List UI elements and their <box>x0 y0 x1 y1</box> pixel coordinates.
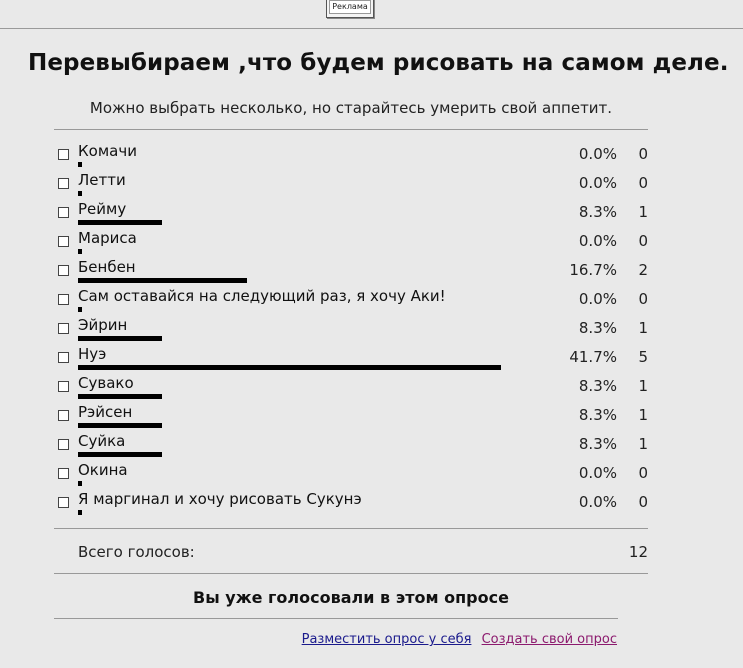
top-divider <box>0 28 743 29</box>
option-checkbox[interactable] <box>58 468 69 479</box>
option-vote-count: 0 <box>638 493 648 511</box>
ad-badge[interactable]: Реклама <box>326 0 374 18</box>
options-top-divider <box>54 129 648 130</box>
total-votes-label: Всего голосов: <box>78 543 195 561</box>
option-checkbox[interactable] <box>58 381 69 392</box>
option-result-bar <box>78 423 162 428</box>
option-result-bar <box>78 481 82 486</box>
option-percent: 16.7% <box>569 261 617 279</box>
option-percent: 0.0% <box>578 145 617 163</box>
option-label: Нуэ <box>78 345 107 363</box>
option-label: Бенбен <box>78 258 136 276</box>
option-result-bar <box>78 278 247 283</box>
option-result-bar <box>78 162 82 167</box>
total-divider <box>54 573 648 574</box>
option-checkbox[interactable] <box>58 178 69 189</box>
place-poll-link[interactable]: Разместить опрос у себя <box>301 632 472 647</box>
option-vote-count: 0 <box>638 174 648 192</box>
poll-option: Сам оставайся на следующий раз, я хочу А… <box>54 286 648 315</box>
option-vote-count: 1 <box>638 319 648 337</box>
option-vote-count: 1 <box>638 377 648 395</box>
ad-label[interactable]: Реклама <box>329 0 371 14</box>
option-checkbox[interactable] <box>58 236 69 247</box>
poll-option: Рэйсен 8.3% 1 <box>54 402 648 431</box>
option-vote-count: 5 <box>638 348 648 366</box>
option-percent: 0.0% <box>578 290 617 308</box>
option-checkbox[interactable] <box>58 497 69 508</box>
option-vote-count: 2 <box>638 261 648 279</box>
option-vote-count: 0 <box>638 232 648 250</box>
option-percent: 0.0% <box>578 493 617 511</box>
option-vote-count: 1 <box>638 203 648 221</box>
poll-option: Сувако 8.3% 1 <box>54 373 648 402</box>
options-bottom-divider <box>54 528 648 529</box>
poll-option: Мариса 0.0% 0 <box>54 228 648 257</box>
option-label: Мариса <box>78 229 137 247</box>
option-checkbox[interactable] <box>58 265 69 276</box>
option-label: Эйрин <box>78 316 128 334</box>
poll-subtitle: Можно выбрать несколько, но старайтесь у… <box>89 99 613 117</box>
option-result-bar <box>78 249 82 254</box>
total-votes-value: 12 <box>628 543 648 561</box>
poll-option: Бенбен 16.7% 2 <box>54 257 648 286</box>
option-checkbox[interactable] <box>58 352 69 363</box>
poll-option: Комачи 0.0% 0 <box>54 141 648 170</box>
option-label: Я маргинал и хочу рисовать Сукунэ <box>78 490 362 508</box>
option-label: Комачи <box>78 142 137 160</box>
option-percent: 8.3% <box>578 435 617 453</box>
option-checkbox[interactable] <box>58 439 69 450</box>
option-label: Рэйсен <box>78 403 133 421</box>
option-checkbox[interactable] <box>58 207 69 218</box>
option-result-bar <box>78 365 501 370</box>
option-vote-count: 1 <box>638 406 648 424</box>
already-voted-message: Вы уже голосовали в этом опросе <box>193 588 509 607</box>
poll-option: Окина 0.0% 0 <box>54 460 648 489</box>
poll-option: Суйка 8.3% 1 <box>54 431 648 460</box>
option-vote-count: 0 <box>638 290 648 308</box>
option-result-bar <box>78 510 82 515</box>
footer-divider <box>54 618 618 619</box>
option-percent: 0.0% <box>578 464 617 482</box>
option-percent: 8.3% <box>578 406 617 424</box>
option-label: Летти <box>78 171 126 189</box>
option-checkbox[interactable] <box>58 149 69 160</box>
option-vote-count: 0 <box>638 464 648 482</box>
option-percent: 0.0% <box>578 174 617 192</box>
option-label: Рейму <box>78 200 127 218</box>
option-result-bar <box>78 452 162 457</box>
option-checkbox[interactable] <box>58 410 69 421</box>
option-result-bar <box>78 191 82 196</box>
create-poll-link[interactable]: Создать свой опрос <box>481 632 617 647</box>
option-checkbox[interactable] <box>58 294 69 305</box>
option-label: Суйка <box>78 432 126 450</box>
poll-option: Нуэ 41.7% 5 <box>54 344 648 373</box>
option-percent: 8.3% <box>578 203 617 221</box>
poll-option: Я маргинал и хочу рисовать Сукунэ 0.0% 0 <box>54 489 648 518</box>
option-vote-count: 1 <box>638 435 648 453</box>
option-percent: 41.7% <box>569 348 617 366</box>
option-vote-count: 0 <box>638 145 648 163</box>
option-percent: 8.3% <box>578 377 617 395</box>
footer-links: Разместить опрос у себя Создать свой опр… <box>302 632 617 647</box>
option-percent: 0.0% <box>578 232 617 250</box>
poll-option: Летти 0.0% 0 <box>54 170 648 199</box>
poll-option: Эйрин 8.3% 1 <box>54 315 648 344</box>
poll-title: Перевыбираем ,что будем рисовать на само… <box>28 50 729 76</box>
option-checkbox[interactable] <box>58 323 69 334</box>
option-result-bar <box>78 307 82 312</box>
option-result-bar <box>78 336 162 341</box>
option-label: Сувако <box>78 374 134 392</box>
option-label: Окина <box>78 461 128 479</box>
poll-option: Рейму 8.3% 1 <box>54 199 648 228</box>
option-result-bar <box>78 394 162 399</box>
option-label: Сам оставайся на следующий раз, я хочу А… <box>78 287 446 305</box>
option-result-bar <box>78 220 162 225</box>
option-percent: 8.3% <box>578 319 617 337</box>
